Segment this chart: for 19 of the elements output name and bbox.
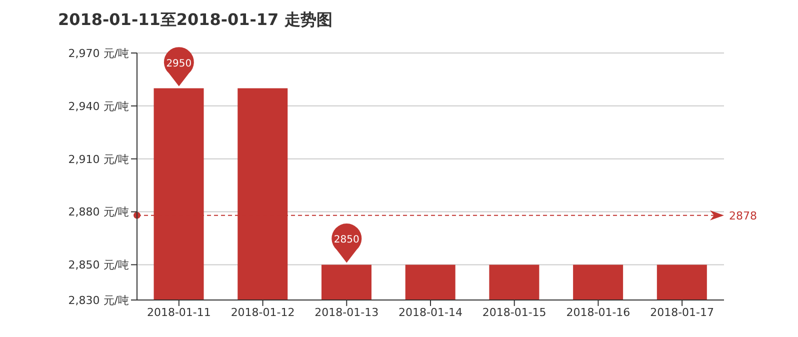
- x-tick-label: 2018-01-14: [398, 306, 462, 319]
- x-tick-label: 2018-01-11: [146, 306, 211, 319]
- annotation: 2950: [166, 58, 192, 70]
- ref-line-label: 2878: [729, 209, 757, 222]
- y-tick-label: 2,910 元/吨: [68, 152, 129, 166]
- x-tick-label: 2018-01-12: [230, 306, 295, 319]
- pin-icon: 2950: [164, 47, 194, 86]
- y-tick-label: 2,850 元/吨: [68, 258, 129, 272]
- y-tick-label: 2,830 元/吨: [68, 294, 129, 307]
- y-tick-label: 2,880 元/吨: [68, 206, 129, 219]
- pin-icon: 2850: [332, 224, 362, 263]
- y-tick-label: 2,970 元/吨: [68, 46, 129, 60]
- x-tick-label: 2018-01-15: [482, 306, 546, 319]
- y-tick-label: 2,940 元/吨: [68, 100, 129, 113]
- x-tick-label: 2018-01-16: [566, 306, 630, 319]
- chart-title: 2018-01-11至2018-01-17 走势图: [58, 10, 332, 31]
- x-tick-label: 2018-01-17: [650, 306, 714, 319]
- annotation: 2850: [334, 234, 360, 246]
- x-tick-label: 2018-01-13: [314, 306, 379, 319]
